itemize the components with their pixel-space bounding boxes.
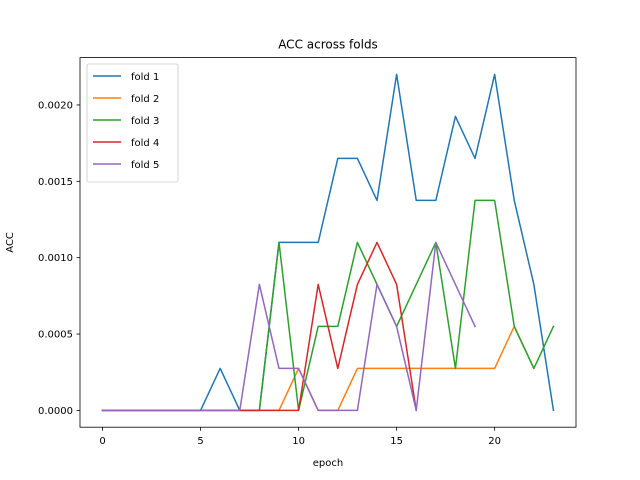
legend-label-fold-5: fold 5 [131,160,159,171]
y-tick-label: 0.0020 [38,100,73,111]
plot-frame [79,57,577,428]
x-tick-label: 10 [292,436,305,447]
legend-box [86,63,179,183]
series-line-fold-5 [101,241,477,412]
y-tick-label: 0.0005 [38,330,73,341]
legend-label-fold-4: fold 4 [131,138,159,149]
legend: fold 1 fold 2 fold 3 fold 4 fold 5 [86,63,179,183]
y-tick-label: 0.0000 [38,406,73,417]
x-tick-label: 0 [99,436,105,447]
x-axis-ticks: 0 5 10 15 20 [99,427,501,447]
y-tick-label: 0.0010 [38,253,73,264]
y-axis-label: ACC [5,232,16,253]
legend-label-fold-2: fold 2 [131,94,159,105]
legend-label-fold-3: fold 3 [131,116,159,127]
x-axis-label: epoch [313,458,343,469]
series-layer [101,73,555,412]
chart-title: ACC across folds [278,38,378,52]
x-tick-label: 5 [197,436,203,447]
legend-label-fold-1: fold 1 [131,72,159,83]
x-tick-label: 20 [488,436,501,447]
x-tick-label: 15 [390,436,403,447]
y-axis-ticks: 0.0000 0.0005 0.0010 0.0015 0.0020 [38,100,80,417]
y-tick-label: 0.0015 [38,177,73,188]
